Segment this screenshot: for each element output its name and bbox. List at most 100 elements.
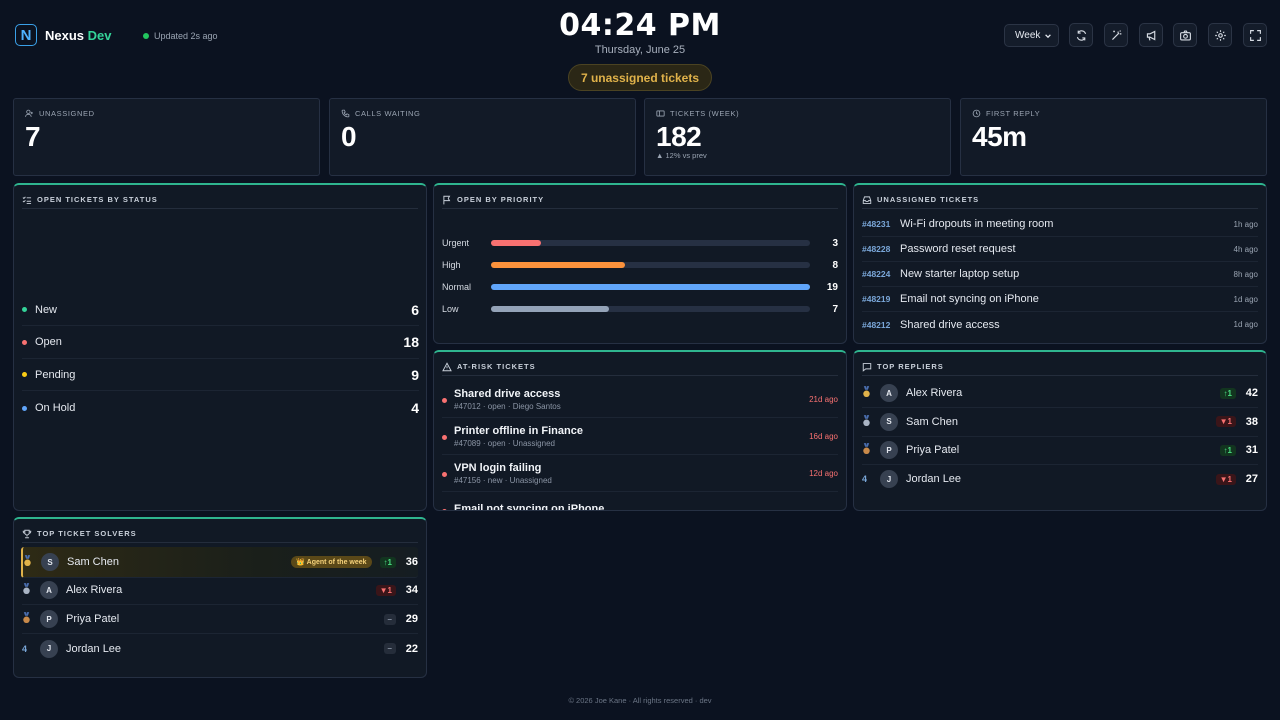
ticket-id[interactable]: #48219 <box>862 294 891 304</box>
refresh-button[interactable] <box>1069 23 1093 47</box>
ticket-meta: #47156 · new · Unassigned <box>454 475 552 485</box>
priority-panel: OPEN BY PRIORITY Urgent 3 High 8 Normal 19 Low… <box>433 183 847 344</box>
at-risk-panel: AT-RISK TICKETS Shared drive access #4701… <box>433 350 847 511</box>
status-name: Open <box>35 336 62 349</box>
panel-title: OPEN TICKETS BY STATUS <box>22 191 418 209</box>
priority-name: High <box>442 260 461 270</box>
fullscreen-icon <box>1249 29 1262 42</box>
leaderboard-row[interactable]: A Alex Rivera ↑1 42 <box>862 379 1258 408</box>
ticket-title[interactable]: New starter laptop setup <box>900 268 1020 280</box>
priority-bar-fill <box>491 240 542 246</box>
stat-value: 0 <box>341 121 357 152</box>
priority-row[interactable]: Normal 19 <box>442 279 838 295</box>
leaderboard-row[interactable]: S Sam Chen ▼1 38 <box>862 408 1258 437</box>
stat-unassigned: UNASSIGNED 7 <box>13 98 320 176</box>
bronze-medal-icon <box>862 443 871 455</box>
unassigned-ticket-row[interactable]: #48224 New starter laptop setup 8h ago <box>862 262 1258 287</box>
status-count: 6 <box>411 301 419 318</box>
agent-name: Jordan Lee <box>906 473 962 485</box>
unassigned-tickets-pill[interactable]: 7 unassigned tickets <box>568 64 712 91</box>
leaderboard-row[interactable]: A Alex Rivera ▼1 34 <box>22 576 418 605</box>
priority-row[interactable]: Urgent 3 <box>442 235 838 251</box>
live-indicator <box>143 33 149 39</box>
priority-row[interactable]: Low 7 <box>442 301 838 317</box>
snapshot-button[interactable] <box>1173 23 1197 47</box>
unassigned-ticket-row[interactable]: #48228 Password reset request 4h ago <box>862 237 1258 262</box>
fullscreen-button[interactable] <box>1243 23 1267 47</box>
ticket-title[interactable]: Email not syncing on iPhone <box>454 503 605 511</box>
leaderboard-row[interactable]: P Priya Patel ↑1 31 <box>862 436 1258 465</box>
stat-trend: ▲ 12% vs prev <box>656 151 707 160</box>
leaderboard-row[interactable]: 4 J Jordan Lee ▼1 27 <box>862 465 1258 494</box>
avatar: S <box>41 553 59 571</box>
stat-label-text: FIRST REPLY <box>986 109 1041 118</box>
ticket-id[interactable]: #48212 <box>862 319 891 330</box>
priority-name: Urgent <box>442 238 470 248</box>
agent-count: 34 <box>405 584 418 596</box>
settings-button[interactable] <box>1208 23 1232 47</box>
list-check-icon <box>22 195 32 205</box>
at-risk-ticket-row[interactable]: Printer offline in Finance #47089 · open … <box>442 418 838 455</box>
agent-count: 42 <box>1245 387 1258 399</box>
magic-button[interactable] <box>1104 23 1128 47</box>
ticket-id[interactable]: #48224 <box>862 269 891 279</box>
brand-name-second: Dev <box>87 27 112 43</box>
leaderboard-row[interactable]: S Sam Chen 👑 Agent of the week ↑1 36 <box>21 547 418 578</box>
unassigned-ticket-row[interactable]: #48231 Wi-Fi dropouts in meeting room 1h a… <box>862 212 1258 237</box>
ticket-age: 4h ago <box>1233 244 1258 254</box>
panel-title: TOP REPLIERS <box>862 358 1258 376</box>
ticket-age: 16d ago <box>809 431 838 441</box>
status-dot <box>22 405 27 411</box>
status-name: On Hold <box>35 402 76 415</box>
rank-change-badge: ↑1 <box>379 556 396 568</box>
ticket-title[interactable]: Shared drive access <box>454 387 561 400</box>
ticket-id[interactable]: #48231 <box>862 219 891 229</box>
range-select[interactable]: Week <box>1004 24 1059 47</box>
priority-bar-fill <box>491 262 626 268</box>
footer: © 2026 Joe Kane · All rights reserved · … <box>568 696 712 705</box>
ticket-title[interactable]: Shared drive access <box>900 318 1000 331</box>
status-row[interactable]: New 6 <box>22 294 419 326</box>
leaderboard-row[interactable]: 4 J Jordan Lee –22 <box>22 634 418 663</box>
priority-row[interactable]: High 8 <box>442 257 838 273</box>
at-risk-ticket-row[interactable]: Email not syncing on iPhone <box>442 492 838 511</box>
priority-bar-track <box>491 284 810 290</box>
ticket-title[interactable]: VPN login failing <box>454 461 542 474</box>
stat-label: TICKETS (WEEK) <box>656 109 939 118</box>
status-row[interactable]: Pending 9 <box>22 359 419 392</box>
stat-value: 182 <box>656 121 702 152</box>
agent-count: 22 <box>405 642 418 655</box>
at-risk-ticket-row[interactable]: Shared drive access #47012 · open · Diego… <box>442 381 838 418</box>
rank-change-badge: – <box>383 613 396 625</box>
agent-count: 29 <box>405 613 418 625</box>
wand-icon <box>1110 29 1123 42</box>
avatar: A <box>40 581 58 599</box>
stat-label-text: TICKETS (WEEK) <box>670 109 740 118</box>
ticket-age: 21d ago <box>809 394 838 404</box>
megaphone-icon <box>1145 29 1158 42</box>
ticket-title[interactable]: Wi-Fi dropouts in meeting room <box>900 218 1054 230</box>
brand-name-first: Nexus <box>45 27 85 43</box>
panel-title-text: TOP REPLIERS <box>877 362 944 371</box>
agent-name: Priya Patel <box>66 613 120 625</box>
stat-label: FIRST REPLY <box>972 109 1255 118</box>
status-name: New <box>35 303 58 316</box>
user-plus-icon <box>25 109 34 118</box>
ticket-age: 8h ago <box>1233 269 1258 279</box>
panel-title: AT-RISK TICKETS <box>442 358 838 376</box>
ticket-id[interactable]: #48228 <box>862 244 891 254</box>
stat-label-text: CALLS WAITING <box>355 109 421 118</box>
status-row[interactable]: On Hold 4 <box>22 392 419 424</box>
unassigned-ticket-row[interactable]: #48219 Email not syncing on iPhone 1d ago <box>862 287 1258 312</box>
panel-title-text: UNASSIGNED TICKETS <box>877 195 980 204</box>
unassigned-ticket-row[interactable]: #48212 Shared drive access 1d ago <box>862 312 1258 337</box>
at-risk-ticket-row[interactable]: VPN login failing #47156 · new · Unassign… <box>442 455 838 492</box>
ticket-title[interactable]: Email not syncing on iPhone <box>900 293 1039 305</box>
status-row[interactable]: Open 18 <box>22 327 419 359</box>
refresh-icon <box>1075 29 1088 42</box>
announce-button[interactable] <box>1139 23 1163 47</box>
ticket-title[interactable]: Password reset request <box>900 243 1016 255</box>
leaderboard-row[interactable]: P Priya Patel –29 <box>22 605 418 634</box>
agent-name: Alex Rivera <box>906 387 963 399</box>
ticket-title[interactable]: Printer offline in Finance <box>454 424 583 437</box>
